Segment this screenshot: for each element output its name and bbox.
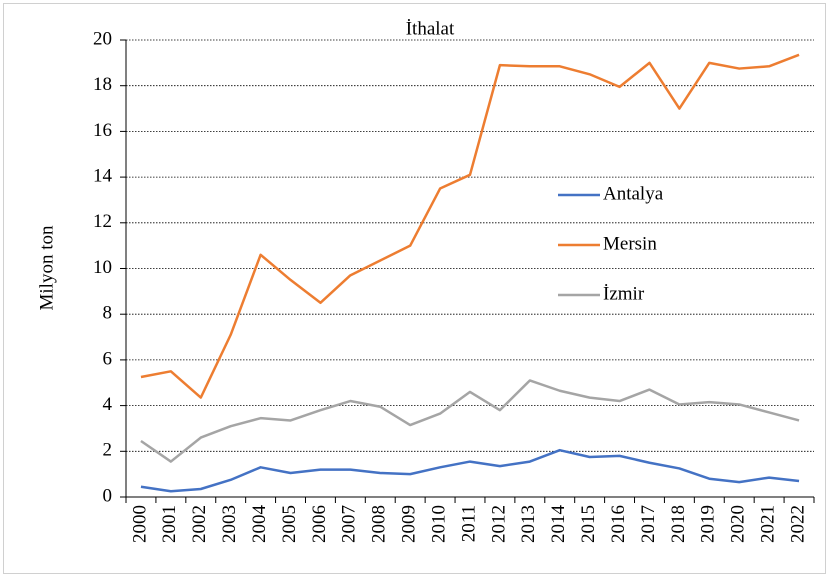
x-tick-label: 2020: [728, 505, 749, 543]
x-tick-label: 2003: [219, 505, 240, 543]
x-tick-label: 2006: [309, 505, 330, 543]
x-tick-label: 2011: [458, 505, 479, 542]
x-tick-label: 2007: [339, 505, 360, 543]
x-tick-label: 2001: [159, 505, 180, 543]
x-tick-label: 2008: [369, 505, 390, 543]
y-tick-label: 20: [93, 28, 112, 49]
x-tick-label: 2014: [548, 505, 569, 544]
x-tick-label: 2018: [668, 505, 689, 543]
legend-label: Antalya: [603, 183, 664, 204]
x-tick-label: 2022: [787, 505, 808, 543]
x-tick-label: 2019: [698, 505, 719, 543]
x-tick-label: 2004: [249, 505, 270, 544]
y-tick-label: 10: [93, 257, 112, 278]
series-line: [140, 448, 800, 493]
y-tick-label: 2: [103, 440, 113, 461]
x-tick-label: 2012: [488, 505, 509, 543]
y-axis-label: Milyon ton: [36, 225, 57, 310]
series-line: [140, 53, 800, 399]
y-tick-label: 6: [103, 348, 113, 369]
x-tick-label: 2016: [608, 505, 629, 543]
x-tick-label: 2021: [757, 505, 778, 543]
y-tick-label: 16: [93, 120, 112, 141]
chart-title: İthalat: [406, 18, 455, 39]
x-tick-label: 2005: [279, 505, 300, 543]
y-tick-label: 12: [93, 211, 112, 232]
y-tick-label: 0: [103, 485, 113, 506]
x-tick-label: 2000: [129, 505, 150, 543]
chart-border: [3, 3, 826, 574]
legend-label: Mersin: [603, 233, 657, 254]
y-tick-label: 18: [93, 74, 112, 95]
x-tick-label: 2015: [578, 505, 599, 543]
x-tick-label: 2013: [518, 505, 539, 543]
series-line: [140, 379, 800, 463]
x-tick-label: 2009: [399, 505, 420, 543]
x-tick-label: 2017: [638, 505, 659, 543]
x-tick-label: 2010: [428, 505, 449, 543]
y-tick-label: 4: [103, 394, 113, 415]
y-tick-label: 14: [93, 165, 113, 186]
x-tick-label: 2002: [189, 505, 210, 543]
legend-label: İzmir: [603, 283, 645, 304]
y-tick-label: 8: [103, 303, 113, 324]
